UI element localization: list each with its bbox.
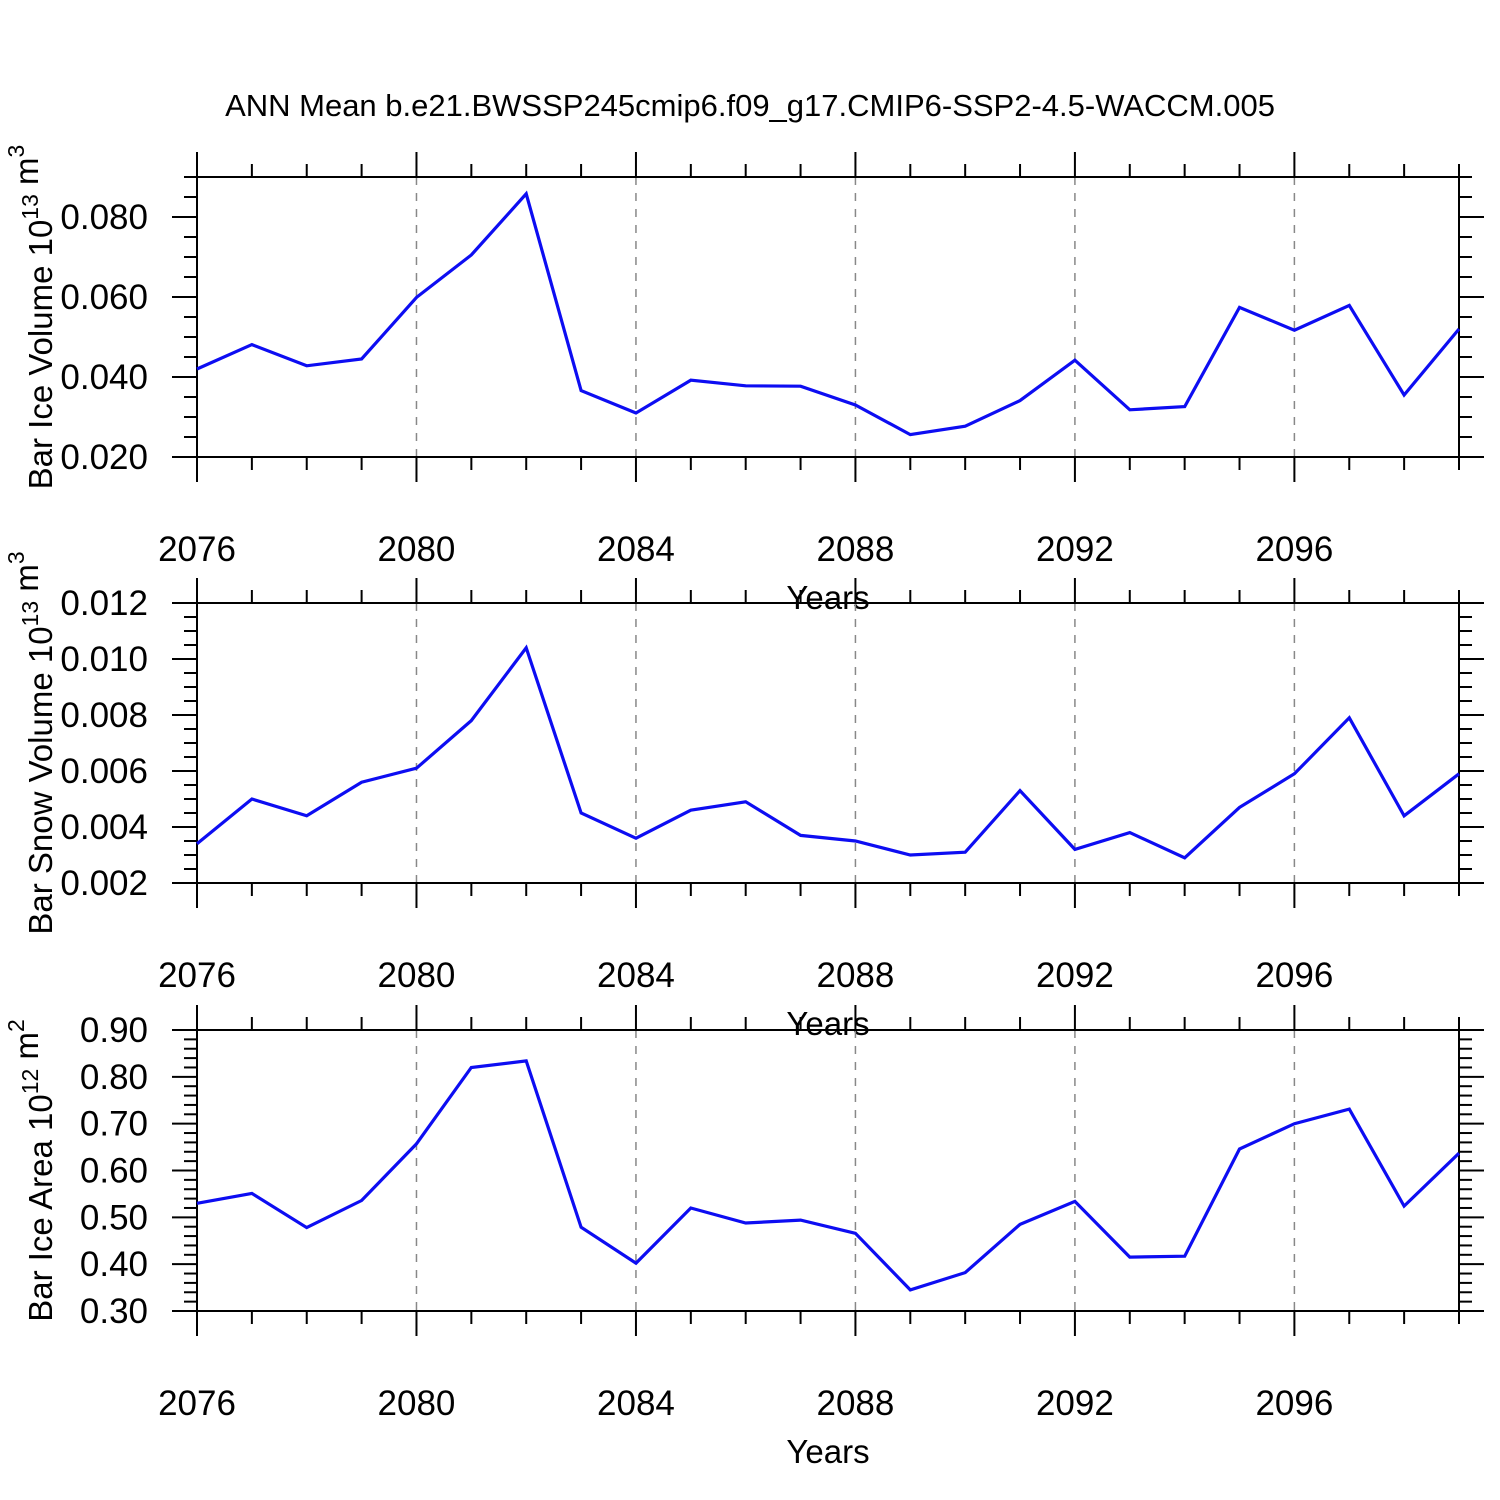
y-tick-label: 0.50 bbox=[80, 1198, 148, 1237]
y-tick-label: 0.060 bbox=[60, 278, 148, 317]
y-tick-label: 0.004 bbox=[60, 808, 148, 847]
y-axis-title: Bar Snow Volume 1013 m3 bbox=[3, 551, 59, 934]
y-tick-label: 0.020 bbox=[60, 438, 148, 477]
panel-snow-volume: 0.002 0.004 0.006 0.008 0.010 0.012 2076 2080 20… bbox=[3, 551, 1484, 1042]
y-tick-label: 0.012 bbox=[60, 584, 148, 623]
panel-ice-area: 0.30 0.40 0.50 0.60 0.70 0.80 0.90 2076 2080 2084… bbox=[3, 1005, 1484, 1470]
x-tick-label: 2076 bbox=[158, 956, 236, 995]
y-tick-label: 0.80 bbox=[80, 1058, 148, 1097]
plot-frame bbox=[196, 1029, 1460, 1312]
y-tick-label: 0.70 bbox=[80, 1105, 148, 1144]
x-axis-title: Years bbox=[786, 1005, 869, 1042]
y-axis-title: Bar Ice Area 1012 m2 bbox=[3, 1019, 59, 1322]
y-tick-label: 0.008 bbox=[60, 696, 148, 735]
y-tick-label: 0.60 bbox=[80, 1152, 148, 1191]
data-line-ice-volume bbox=[196, 190, 1461, 437]
y-tick-label: 0.30 bbox=[80, 1292, 148, 1331]
data-line-snow-volume bbox=[195, 644, 1460, 860]
data-line-ice-area bbox=[196, 1059, 1461, 1292]
x-tick-label: 2084 bbox=[597, 956, 675, 995]
panel-ice-volume: 0.020 0.040 0.060 0.080 2076 2080 2084 2088 2092… bbox=[3, 145, 1484, 616]
y-tick-label: 0.006 bbox=[60, 752, 148, 791]
x-axis-title: Years bbox=[786, 1433, 869, 1470]
x-tick-label: 2080 bbox=[378, 1384, 456, 1423]
x-tick-label: 2080 bbox=[378, 530, 456, 569]
x-tick-label: 2084 bbox=[597, 530, 675, 569]
x-tick-label: 2076 bbox=[158, 1384, 236, 1423]
x-tick-label: 2096 bbox=[1255, 956, 1333, 995]
x-tick-label: 2088 bbox=[816, 1384, 894, 1423]
y-tick-label: 0.002 bbox=[60, 864, 148, 903]
figure-title: ANN Mean b.e21.BWSSP245cmip6.f09_g17.CMI… bbox=[225, 88, 1275, 123]
x-tick-label: 2084 bbox=[597, 1384, 675, 1423]
y-tick-label: 0.040 bbox=[60, 358, 148, 397]
y-tick-label: 0.90 bbox=[80, 1011, 148, 1050]
y-axis-title: Bar Ice Volume 1013 m3 bbox=[3, 145, 59, 490]
x-tick-label: 2092 bbox=[1036, 956, 1114, 995]
x-axis-title: Years bbox=[786, 579, 869, 616]
x-tick-label: 2088 bbox=[816, 530, 894, 569]
x-tick-label: 2080 bbox=[378, 956, 456, 995]
y-tick-label: 0.080 bbox=[60, 198, 148, 237]
plot-frame bbox=[196, 176, 1460, 458]
y-tick-label: 0.40 bbox=[80, 1245, 148, 1284]
x-tick-label: 2096 bbox=[1255, 530, 1333, 569]
x-tick-label: 2088 bbox=[816, 956, 894, 995]
y-tick-label: 0.010 bbox=[60, 640, 148, 679]
x-tick-label: 2092 bbox=[1036, 530, 1114, 569]
x-tick-label: 2092 bbox=[1036, 1384, 1114, 1423]
x-tick-label: 2076 bbox=[158, 530, 236, 569]
x-tick-label: 2096 bbox=[1255, 1384, 1333, 1423]
plot-frame bbox=[196, 602, 1460, 884]
